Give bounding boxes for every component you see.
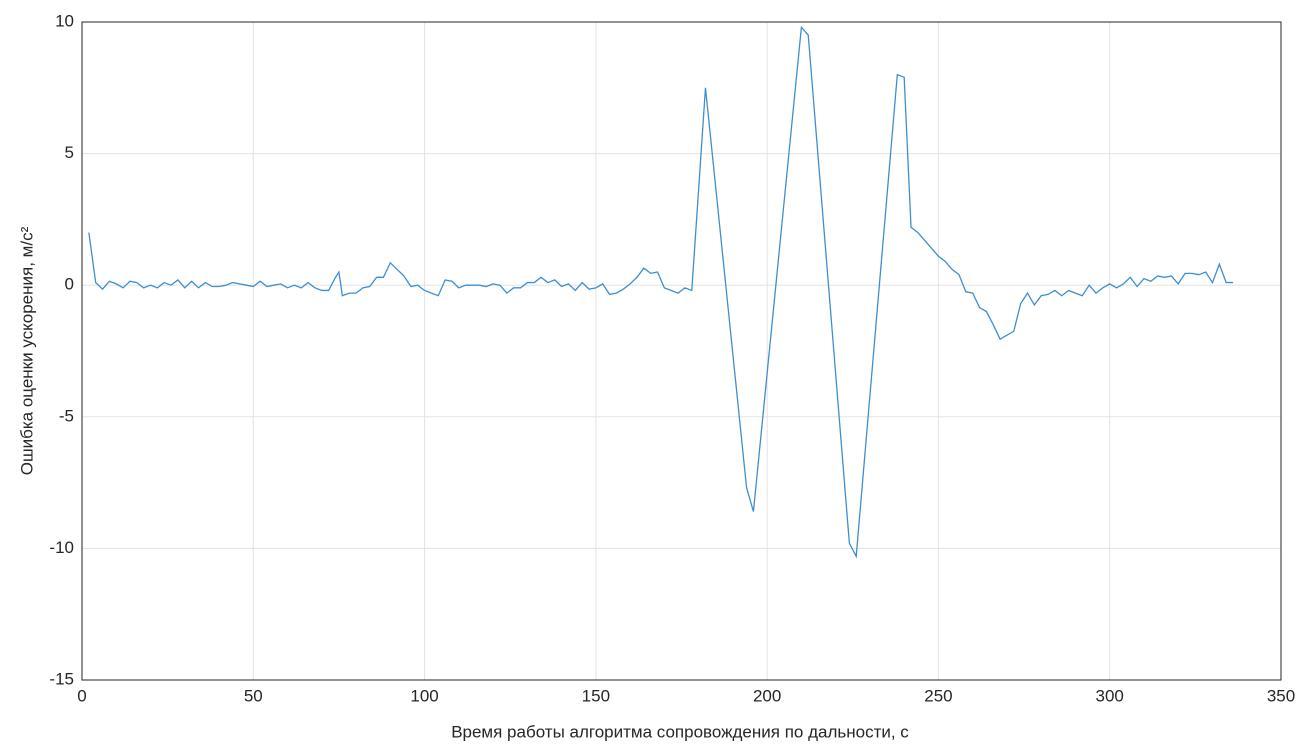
x-tick-label: 300 [1096, 686, 1124, 705]
x-axis-label: Время работы алгоритма сопровождения по … [451, 722, 909, 741]
x-tick-label: 0 [77, 686, 86, 705]
y-tick-label: -10 [49, 538, 74, 557]
x-tick-label: 150 [582, 686, 610, 705]
y-tick-label: 5 [65, 143, 74, 162]
x-tick-label: 200 [753, 686, 781, 705]
x-tick-label: 250 [924, 686, 952, 705]
y-tick-label: 10 [55, 11, 74, 30]
y-tick-label: -5 [59, 406, 74, 425]
plot-frame [81, 21, 1282, 681]
x-tick-label: 100 [410, 686, 438, 705]
x-tick-label: 350 [1267, 686, 1295, 705]
y-tick-label: -15 [49, 669, 74, 688]
x-tick-label: 50 [244, 686, 263, 705]
y-axis-label: Ошибка оценки ускорения, м/с² [17, 226, 36, 475]
data-line [88, 25, 1234, 559]
y-tick-label: 0 [65, 275, 74, 294]
